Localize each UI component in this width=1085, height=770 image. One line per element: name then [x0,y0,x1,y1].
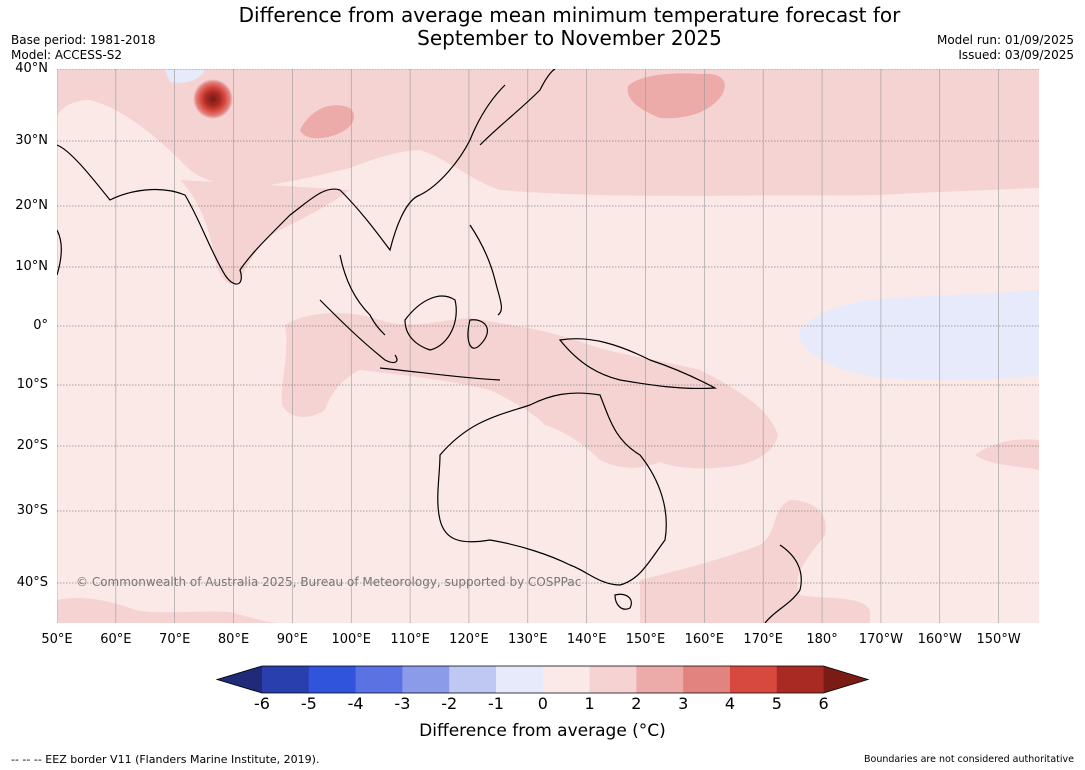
colorbar-tick-label: -4 [347,694,364,713]
latitude-label: 30°S [16,503,48,518]
longitude-label: 100°E [331,632,372,647]
colorbar-segment [402,666,450,693]
colorbar-border [215,665,870,694]
latitude-label: 30°N [15,133,48,148]
latitude-label: 20°S [16,438,48,453]
colorbar-segment [308,666,357,693]
anomaly-hotspot [193,79,233,119]
colorbar-segment [355,666,403,693]
colorbar-tick-label: 4 [724,694,736,713]
colorbar-segment [683,666,731,693]
issued-date: Issued: 03/09/2025 [958,48,1074,62]
coastline-malaya [339,254,386,336]
colorbar-tick-label: 6 [818,694,829,713]
colorbar-extend-low [217,666,262,693]
coastline-japan [479,69,556,146]
longitude-label: 170°W [858,632,903,647]
model-name: Model: ACCESS-S2 [11,48,123,62]
latitude-label: 40°N [15,61,48,76]
latitude-label: 10°N [15,259,48,274]
map-field [57,69,1039,623]
longitude-label: 90°E [276,632,309,647]
latitude-label: 20°N [15,198,48,213]
longitude-label: 160°E [684,632,725,647]
anomaly-region-south [57,598,280,623]
colorbar-tick-label: -5 [300,694,317,713]
coastline-arabia-india [57,144,341,285]
longitude-label: 140°E [566,632,607,647]
longitude-label: 60°E [100,632,132,647]
colorbar-segment [636,666,684,693]
colorbar-segment [449,666,497,693]
longitude-label: 80°E [217,632,250,647]
colorbar-label: Difference from average (°C) [419,721,666,741]
coastline-new-guinea [558,338,718,390]
colorbar-tick-label: 0 [537,694,548,713]
anomaly-region-north [57,69,1039,196]
colorbar-tick-label: 1 [584,694,595,713]
colorbar-tick-label: -1 [488,694,504,713]
copyright-notice: © Commonwealth of Australia 2025, Bureau… [76,575,582,589]
colorbar-segment [496,666,544,693]
coastline-china [339,84,506,252]
coastline-philippines [469,224,503,316]
colorbar-extend-high [823,666,868,693]
longitude-label: 160°W [917,632,962,647]
coastline-tasmania [614,593,632,610]
model-run: Model run: 01/09/2025 [936,33,1074,47]
coastline-java [379,367,501,381]
colorbar-tick-label: -6 [254,694,270,713]
longitude-label: 120°E [449,632,489,647]
graticule [57,69,1039,623]
coastline-borneo [404,295,457,351]
longitude-label: 70°E [159,632,191,647]
coastline-new-zealand [764,544,802,623]
coastline-sumatra [319,299,398,364]
colorbar-segment [262,666,310,693]
longitude-label: 130°E [508,632,548,647]
anomaly-region-cool-pacific [800,290,1039,381]
longitude-label: 150°E [625,632,666,647]
colorbar-tick-label: -3 [394,694,411,713]
meta-right: Model run: 01/09/2025 Issued: 03/09/2025 [937,33,1074,63]
longitude-label: 150°W [976,632,1021,647]
anomaly-region-strong-north [627,73,725,119]
longitude-label: 50°E [41,632,73,647]
colorbar-segment [542,666,591,693]
anomaly-region-southeast [640,500,870,623]
colorbar [215,665,870,694]
colorbar-segment [776,666,825,693]
colorbar-segment [589,666,637,693]
coastline-africa [57,229,62,276]
coastline-australia [437,392,667,586]
longitude-label: 180° [806,632,838,647]
anomaly-region-strong-tibet [300,105,355,139]
boundaries-disclaimer: Boundaries are not considered authoritat… [864,754,1074,765]
anomaly-region-pacific-east [975,439,1039,470]
meta-left: Base period: 1981-2018 Model: ACCESS-S2 [11,33,156,63]
latitude-label: 10°S [16,377,48,392]
coastlines [57,69,802,623]
coastline-sulawesi [467,319,488,349]
latitude-label: 40°S [16,575,48,590]
base-period: Base period: 1981-2018 [11,33,156,47]
longitude-label: 170°E [743,632,783,647]
colorbar-tick-label: 3 [678,694,689,713]
colorbar-tick-label: 2 [631,694,642,713]
anomaly-region-maritime [281,313,778,469]
colorbar-tick-label: 5 [771,694,782,713]
colorbar-segment [730,666,778,693]
longitude-label: 110°E [390,632,430,647]
eez-legend: -- -- -- EEZ border V11 (Flanders Marine… [11,753,320,766]
latitude-label: 0° [33,318,48,333]
colorbar-tick-label: -2 [441,694,458,713]
